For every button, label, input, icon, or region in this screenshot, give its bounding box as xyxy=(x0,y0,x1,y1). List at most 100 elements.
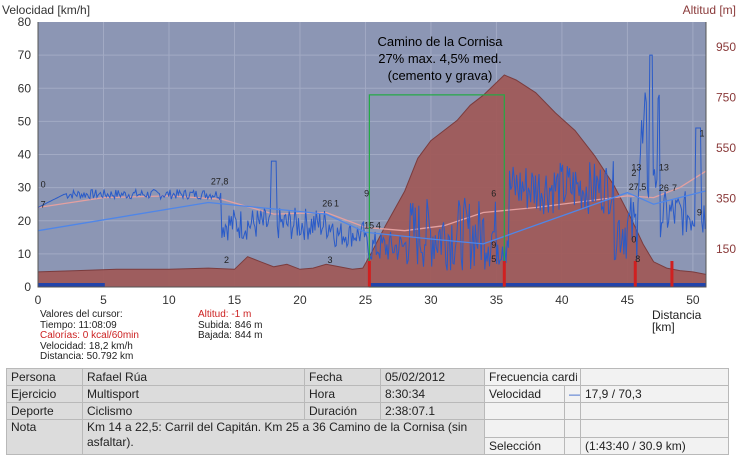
cursor-time: Tiempo: 11:08:09 xyxy=(40,319,117,331)
deporte-value[interactable]: Ciclismo xyxy=(82,402,305,420)
point-label: 3 xyxy=(327,255,332,265)
x-tick-label: 30 xyxy=(424,293,438,307)
deporte-label: Deporte xyxy=(6,402,83,420)
y-right-axis-title: Altitud [m] xyxy=(683,3,736,17)
point-label: 0 xyxy=(41,180,46,190)
point-label: 1 xyxy=(699,128,704,138)
empty-cell-3c xyxy=(580,402,729,420)
heart-rate-line xyxy=(37,170,707,232)
point-label: 8 xyxy=(635,254,640,264)
y-right-tick-label: 150 xyxy=(716,242,736,256)
y-left-tick-label: 20 xyxy=(18,214,32,228)
altitude-series xyxy=(37,74,707,288)
y-left-tick-label: 40 xyxy=(18,148,32,162)
point-label: 26 xyxy=(659,183,669,193)
point-label: 26 xyxy=(322,199,332,209)
point-label: 5 xyxy=(491,254,496,264)
fecha-value[interactable]: 05/02/2012 xyxy=(380,368,485,386)
duracion-value[interactable]: 2:38:07.1 xyxy=(380,402,485,420)
x-tick-label: 5 xyxy=(100,293,107,307)
cursor-descent: Bajada: 844 m xyxy=(198,330,263,341)
point-label: 9 xyxy=(697,207,702,217)
point-label: 9 xyxy=(491,240,496,250)
x-tick-label: 20 xyxy=(293,293,307,307)
info-row-4: Nota Km 14 a 22,5: Carril del Capitán. K… xyxy=(6,419,729,455)
annotation-line-1: Camino de la Cornisa xyxy=(377,34,503,49)
cursor-ascent: Subida: 846 m xyxy=(198,319,263,331)
frecuencia-label: Frecuencia cardíaca xyxy=(484,368,581,386)
cursor-speed: Velocidad: 18,2 km/h xyxy=(40,340,133,352)
empty-cell-4b xyxy=(564,419,581,438)
x-tick-label: 50 xyxy=(686,293,700,307)
x-tick-label: 45 xyxy=(621,293,635,307)
velocidad-legend-swatch: — xyxy=(564,385,581,403)
lap-marker xyxy=(502,261,506,287)
route-profile-chart: 0 5 10 15 20 25 30 35 40 45 5001020304050607080150… xyxy=(2,3,737,307)
x-tick-label: 40 xyxy=(555,293,569,307)
hora-value[interactable]: 8:30:34 xyxy=(380,385,485,403)
cursor-distance: Distancia: 50.792 km xyxy=(40,351,134,362)
y-right-tick-label: 750 xyxy=(716,91,736,105)
x-axis-label: Distancia xyxy=(652,308,702,322)
y-left-tick-label: 30 xyxy=(18,181,32,195)
y-right-tick-label: 950 xyxy=(716,40,736,54)
cursor-title: Valores del cursor: xyxy=(40,309,123,320)
x-axis-unit: [km] xyxy=(652,320,675,334)
lap-markers xyxy=(38,261,706,287)
duracion-label: Duración xyxy=(304,402,381,420)
persona-value[interactable]: Rafael Rúa xyxy=(82,368,305,386)
workout-info-table: Persona Rafael Rúa Fecha 05/02/2012 Frec… xyxy=(6,368,729,455)
x-tick-label: 0 xyxy=(35,293,42,307)
lap-marker xyxy=(633,261,637,287)
speed-series xyxy=(37,54,707,271)
point-label: 9 xyxy=(364,189,369,199)
x-tick-label: 35 xyxy=(490,293,504,307)
empty-cell-5 xyxy=(564,436,581,455)
velocidad-value: 17,9 / 70,3 xyxy=(580,385,729,403)
y-left-axis-title: Velocidad [km/h] xyxy=(2,3,90,17)
speed-line xyxy=(37,54,706,271)
empty-cell-4c xyxy=(580,419,729,438)
nota-value[interactable]: Km 14 a 22,5: Carril del Capitán. Km 25 … xyxy=(82,419,485,455)
point-label: 13 xyxy=(631,162,641,172)
lap-marker xyxy=(670,261,674,287)
bottom-bar-start xyxy=(38,283,105,287)
point-label: 2 xyxy=(631,168,636,178)
point-label: 0 xyxy=(631,235,636,245)
point-label: 2 xyxy=(224,255,229,265)
cursor-calories: Calorías: 0 kcal/60min xyxy=(40,330,139,341)
y-right-tick-label: 550 xyxy=(716,141,736,155)
cursor-altitude: Altitud: -1 m xyxy=(198,309,252,320)
point-label: 27,8 xyxy=(211,176,229,186)
ejercicio-value[interactable]: Multisport xyxy=(82,385,305,403)
x-axis-title: Distancia [km] xyxy=(652,309,701,333)
hora-label: Hora xyxy=(304,385,381,403)
info-row-3: Deporte Ciclismo Duración 2:38:07.1 xyxy=(6,402,729,420)
persona-label: Persona xyxy=(6,368,83,386)
axis-ticks: 0 5 10 15 20 25 30 35 40 45 5001020304050607080150… xyxy=(18,15,737,307)
empty-cell-3b xyxy=(564,402,581,420)
fecha-label: Fecha xyxy=(304,368,381,386)
point-label: 7 xyxy=(672,183,677,193)
y-left-tick-label: 60 xyxy=(18,81,32,95)
nota-label: Nota xyxy=(6,419,83,455)
point-label: 13 xyxy=(659,162,669,172)
empty-cell-4a xyxy=(484,419,565,438)
ejercicio-label: Ejercicio xyxy=(6,385,83,403)
seleccion-label: Selección xyxy=(484,436,565,455)
point-label: 15 xyxy=(364,220,374,230)
y-left-tick-label: 80 xyxy=(18,15,32,29)
empty-cell-3a xyxy=(484,402,565,420)
point-label: 7 xyxy=(41,200,46,210)
y-right-tick-label: 350 xyxy=(716,192,736,206)
point-label: 1 xyxy=(334,199,339,209)
annotation-line-3: (cemento y grava) xyxy=(388,68,493,83)
annotation-line-2: 27% max. 4,5% med. xyxy=(378,51,502,66)
cursor-values-panel: Valores del cursor: Tiempo: 11:08:09 Cal… xyxy=(40,309,360,366)
point-label: 27,5 xyxy=(629,182,647,192)
y-left-tick-label: 10 xyxy=(18,247,32,261)
point-label: 4 xyxy=(376,220,381,230)
heart-rate-series xyxy=(37,170,707,232)
y-left-tick-label: 70 xyxy=(18,48,32,62)
